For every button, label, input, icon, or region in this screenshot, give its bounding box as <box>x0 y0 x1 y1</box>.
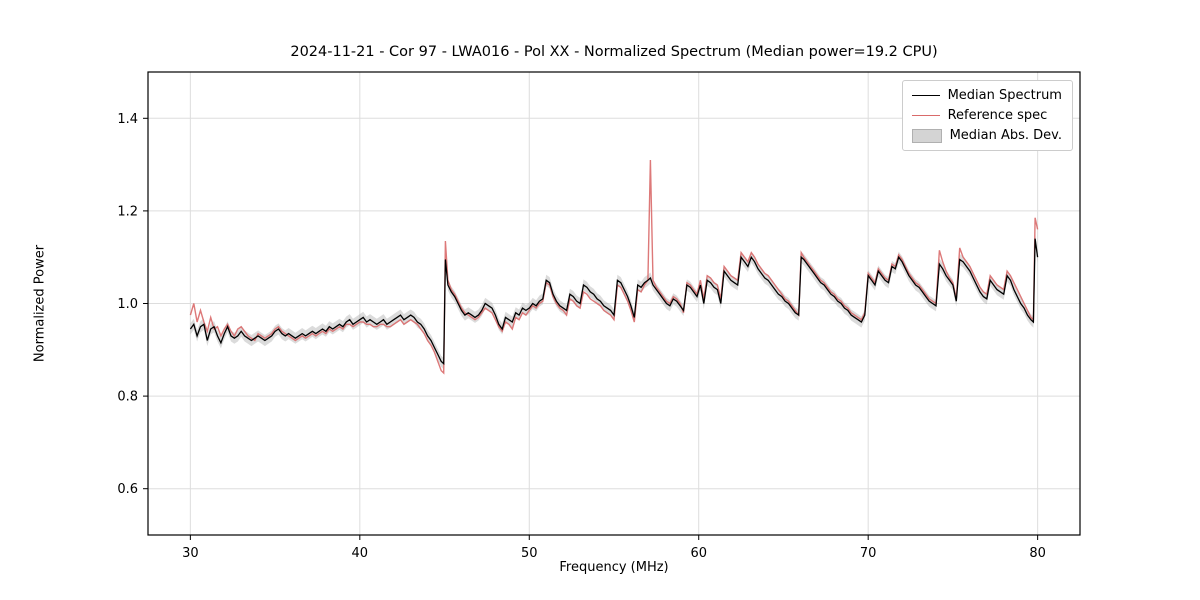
reference-spec-line <box>189 159 1039 375</box>
y-tick-label: 1.0 <box>117 297 138 312</box>
y-tick-label: 0.8 <box>117 390 138 405</box>
legend-item-reference-spec: Reference spec <box>911 108 1062 123</box>
median-line-swatch-icon <box>911 95 940 96</box>
mad-patch-swatch-icon <box>911 128 942 143</box>
x-tick-label: 80 <box>1029 546 1046 561</box>
mad-band <box>190 233 1038 370</box>
legend-label-reference: Reference spec <box>947 108 1048 123</box>
x-tick-label: 70 <box>860 546 877 561</box>
legend-label-mad: Median Abs. Dev. <box>949 128 1062 143</box>
x-tick-label: 50 <box>521 546 538 561</box>
y-axis-label: Normalized Power <box>32 244 48 363</box>
legend: Median Spectrum Reference spec Median Ab… <box>901 80 1073 151</box>
legend-item-median-spectrum: Median Spectrum <box>911 88 1062 103</box>
x-tick-label: 30 <box>182 546 199 561</box>
x-tick-label: 40 <box>352 546 369 561</box>
y-tick-label: 1.4 <box>117 112 138 127</box>
legend-item-median-abs-dev: Median Abs. Dev. <box>911 128 1062 143</box>
median-spectrum-line <box>189 238 1039 366</box>
y-tick-label: 0.6 <box>117 482 138 497</box>
x-axis-label: Frequency (MHz) <box>559 560 669 575</box>
chart-title: 2024-11-21 - Cor 97 - LWA016 - Pol XX - … <box>290 44 938 60</box>
y-tick-label: 1.2 <box>117 204 138 219</box>
reference-line-swatch-icon <box>911 115 940 116</box>
x-tick-label: 60 <box>690 546 707 561</box>
legend-label-median: Median Spectrum <box>947 88 1062 103</box>
